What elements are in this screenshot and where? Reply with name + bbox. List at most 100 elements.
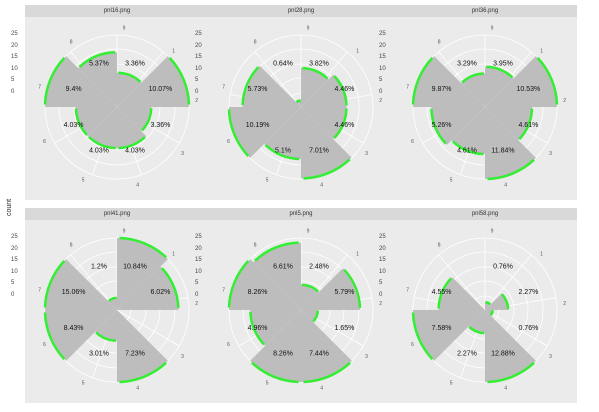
direction-label: 2 — [563, 301, 566, 307]
percent-label: 5.73% — [248, 86, 268, 93]
sector-highlight — [227, 109, 250, 157]
direction-label: 1 — [356, 48, 359, 54]
direction-label: 8 — [70, 40, 73, 46]
sector-bar — [485, 66, 514, 107]
sector-bar — [485, 310, 536, 382]
y-tick-label: 5 — [11, 280, 15, 287]
percent-label: 10.84% — [123, 264, 147, 271]
direction-label: 6 — [43, 139, 46, 145]
direction-label: 8 — [438, 243, 441, 249]
sector-bar — [242, 65, 301, 107]
direction-label: 3 — [365, 354, 368, 360]
sector-highlight — [486, 65, 514, 79]
y-tick-label: 20 — [195, 42, 202, 49]
sector-bar — [78, 52, 117, 107]
direction-label: 4 — [320, 385, 323, 391]
percent-label: 4.55% — [432, 289, 452, 296]
direction-label: 1 — [172, 251, 175, 257]
facet-panel: pnl58.png 9 1 2 3 4 5 6 7 8 0.76% 2.27% 0.76% 12.88% 2… — [379, 208, 577, 403]
direction-label: 6 — [43, 342, 46, 348]
percent-label: 5.26% — [432, 122, 452, 129]
direction-label: 5 — [266, 178, 269, 184]
percent-label: 7.58% — [432, 325, 452, 332]
sector-highlight — [43, 260, 66, 308]
sector-highlight — [43, 57, 66, 105]
sector-highlight — [227, 260, 250, 308]
percent-label: 4.61% — [457, 147, 477, 154]
facet-panel: pnl16.png 9 1 2 3 4 5 6 7 8 3.36% 10.07% 3.36% 4.03% 4… — [11, 5, 209, 200]
direction-label: 7 — [222, 287, 225, 293]
sector-bar — [301, 107, 352, 179]
direction-label: 5 — [82, 381, 85, 387]
direction-label: 3 — [181, 151, 184, 157]
direction-label: 8 — [438, 40, 441, 46]
direction-label: 9 — [307, 228, 310, 234]
sector-highlight — [468, 325, 485, 335]
sector-bar — [485, 107, 536, 179]
sector-bar — [301, 310, 352, 382]
sector-highlight — [74, 108, 88, 136]
sector-highlight — [430, 108, 447, 145]
percent-label: 0.76% — [518, 325, 538, 332]
y-tick-label: 15 — [379, 54, 386, 61]
direction-label: 2 — [195, 98, 198, 104]
y-tick-label: 25 — [11, 31, 18, 37]
sector-bar — [264, 107, 301, 160]
sector-highlight — [301, 283, 320, 293]
sector-highlight — [518, 108, 534, 140]
y-tick-label: 10 — [195, 268, 202, 275]
direction-label: 8 — [254, 40, 257, 46]
direction-label: 4 — [320, 182, 323, 188]
facet-title: pnl28.png — [209, 5, 393, 17]
sector-bar — [451, 107, 485, 155]
sector-highlight — [107, 296, 117, 302]
sector-bar — [229, 107, 301, 158]
direction-label: 9 — [123, 25, 126, 31]
sector-highlight — [333, 75, 348, 106]
polar-plot: 9 1 2 3 4 5 6 7 8 3.36% 10.07% 3.36% 4.03% 4.03% 4.03%… — [38, 25, 198, 188]
y-tick-label: 15 — [379, 257, 386, 264]
sector-highlight — [536, 57, 559, 105]
percent-label: 6.02% — [150, 289, 170, 296]
sector-bar — [301, 268, 361, 310]
sector-highlight — [295, 99, 301, 104]
sector-bar — [117, 56, 189, 107]
direction-label: 7 — [406, 287, 409, 293]
direction-label: 2 — [379, 301, 382, 307]
sector-bar — [301, 107, 347, 140]
y-tick-label: 5 — [195, 77, 199, 84]
direction-label: 3 — [549, 354, 552, 360]
sector-highlight — [312, 310, 320, 323]
sector-highlight — [302, 66, 329, 80]
percent-label: 5.79% — [334, 289, 354, 296]
direction-label: 4 — [504, 385, 507, 391]
facet-title: pnl5.png — [209, 208, 393, 220]
y-tick-label: 20 — [11, 245, 18, 252]
percent-label: 7.01% — [309, 147, 329, 154]
sector-bar — [485, 107, 533, 141]
sector-highlight — [487, 361, 535, 384]
direction-label: 5 — [82, 178, 85, 184]
y-tick-label: 0 — [379, 89, 383, 95]
y-tick-label: 15 — [195, 54, 202, 61]
y-tick-label: 25 — [195, 234, 202, 240]
sector-highlight — [160, 267, 180, 308]
direction-label: 1 — [172, 48, 175, 54]
sector-highlight — [333, 108, 348, 139]
sector-highlight — [487, 158, 535, 181]
y-tick-label: 5 — [195, 280, 199, 287]
sector-highlight — [437, 277, 453, 309]
sector-highlight — [452, 140, 484, 156]
direction-label: 4 — [136, 385, 139, 391]
grid-spoke — [116, 309, 180, 347]
sector-highlight — [241, 66, 260, 106]
sector-highlight — [461, 72, 484, 84]
direction-label: 5 — [450, 381, 453, 387]
direction-label: 7 — [222, 84, 225, 90]
y-tick-label: 10 — [11, 65, 18, 72]
sector-highlight — [168, 57, 191, 105]
direction-label: 4 — [504, 182, 507, 188]
direction-label: 6 — [227, 139, 230, 145]
sector-bar — [431, 107, 485, 145]
direction-label: 1 — [540, 251, 543, 257]
